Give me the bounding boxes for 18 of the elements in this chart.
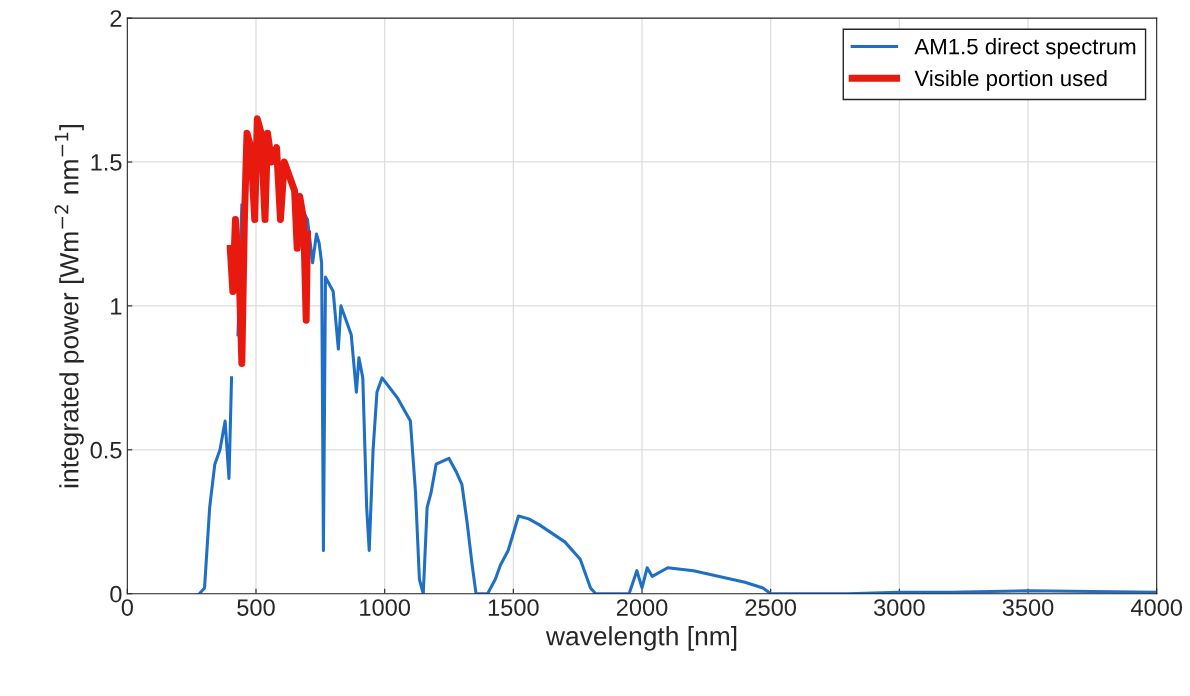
legend-label: Visible portion used [914, 69, 1107, 91]
y-tick-label: 1.5 [91, 154, 122, 171]
x-tick-label: 2000 [616, 599, 668, 616]
x-tick-label: 500 [237, 599, 275, 616]
x-tick-label: 3500 [1002, 599, 1054, 616]
x-tick-label: 0 [121, 599, 133, 616]
legend-label: AM1.5 direct spectrum [914, 38, 1136, 59]
x-tick-label: 4000 [1130, 599, 1183, 616]
y-tick-label: 2 [110, 10, 122, 27]
y-tick-label: 0 [110, 585, 122, 603]
x-tick-label: 1000 [360, 599, 411, 616]
x-tick-label: 3000 [873, 599, 925, 616]
x-axis-title: wavelength [nm] [545, 626, 737, 651]
y-tick-label: 0.5 [90, 441, 122, 459]
y-axis-title: integrated power [Wm$^{−2}$ nm$^{−1}$] [54, 124, 84, 488]
x-tick-label: 1500 [488, 599, 539, 616]
x-tick-label: 2500 [745, 599, 797, 616]
y-tick-label: 1 [111, 298, 122, 315]
